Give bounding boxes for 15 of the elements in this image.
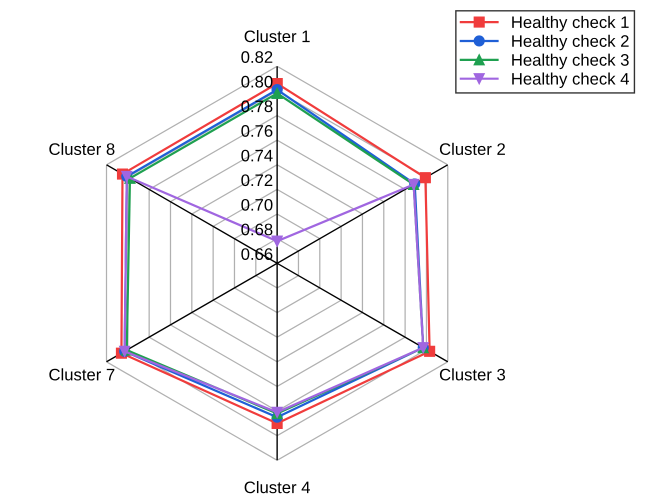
legend-label: Healthy check 1: [512, 16, 629, 32]
spoke-label: Cluster 2: [440, 142, 505, 156]
spoke-label: Cluster 4: [244, 481, 310, 494]
spoke-label: Cluster 3: [440, 368, 506, 381]
y-tick-label: 0.70: [241, 198, 272, 211]
y-tick-label: 0.72: [241, 174, 272, 186]
y-tick-label: 0.74: [241, 150, 273, 162]
legend-label: Healthy check 4: [512, 72, 629, 88]
legend-label: Healthy check 3: [512, 54, 629, 70]
y-tick-label: 0.76: [241, 125, 272, 137]
spoke-label: Cluster 7: [49, 368, 114, 381]
y-tick-label: 0.82: [241, 51, 272, 63]
spoke-label: Cluster 1: [244, 30, 310, 42]
legend-label: Healthy check 2: [512, 34, 629, 50]
spoke-label: Cluster 8: [49, 142, 114, 156]
